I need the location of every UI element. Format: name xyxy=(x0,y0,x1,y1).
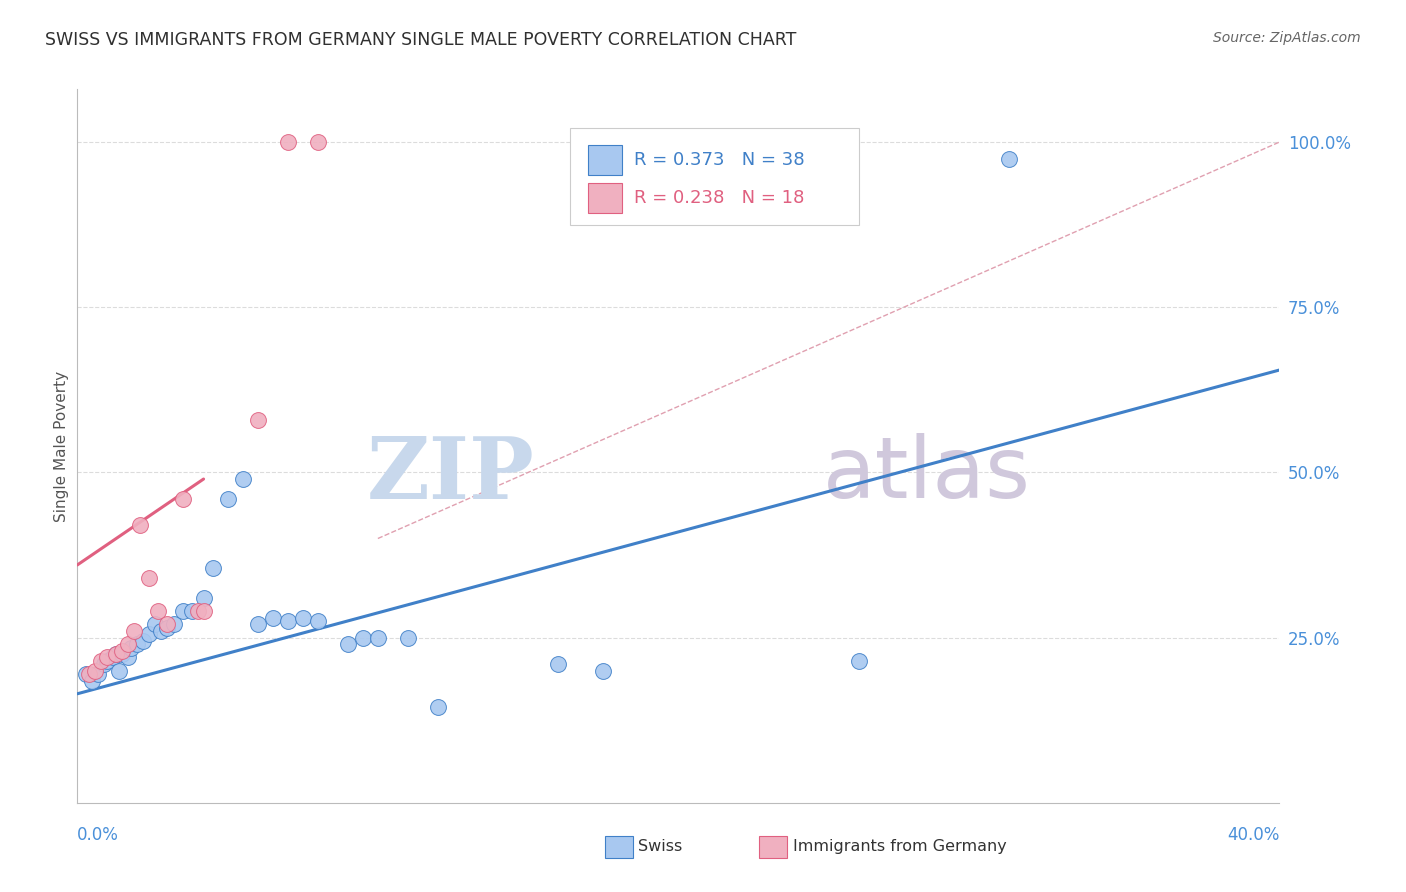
Point xyxy=(848,654,870,668)
Point xyxy=(547,657,569,671)
Point xyxy=(217,491,239,506)
Text: 0.0%: 0.0% xyxy=(77,826,120,844)
Point xyxy=(592,664,614,678)
Point xyxy=(93,657,115,671)
Point xyxy=(108,664,131,678)
Point xyxy=(277,614,299,628)
FancyBboxPatch shape xyxy=(571,128,859,225)
Point xyxy=(111,644,134,658)
Point xyxy=(193,591,215,605)
Point xyxy=(111,647,134,661)
Point xyxy=(75,667,97,681)
Point xyxy=(103,650,125,665)
Text: Swiss: Swiss xyxy=(638,839,682,854)
Point xyxy=(352,631,374,645)
Point xyxy=(96,654,118,668)
Point xyxy=(307,614,329,628)
Point xyxy=(87,667,110,681)
Point xyxy=(138,571,160,585)
Point xyxy=(82,673,104,688)
Point xyxy=(129,518,152,533)
Text: R = 0.373   N = 38: R = 0.373 N = 38 xyxy=(634,151,804,169)
Point xyxy=(150,624,173,638)
Point xyxy=(336,637,359,651)
Point xyxy=(172,491,194,506)
Text: SWISS VS IMMIGRANTS FROM GERMANY SINGLE MALE POVERTY CORRELATION CHART: SWISS VS IMMIGRANTS FROM GERMANY SINGLE … xyxy=(45,31,796,49)
Point xyxy=(90,654,112,668)
Y-axis label: Single Male Poverty: Single Male Poverty xyxy=(53,370,69,522)
Point xyxy=(105,647,128,661)
Point xyxy=(193,604,215,618)
Point xyxy=(79,667,101,681)
FancyBboxPatch shape xyxy=(588,145,621,175)
Point xyxy=(138,627,160,641)
Point xyxy=(105,647,128,661)
Point xyxy=(307,135,329,149)
Text: Immigrants from Germany: Immigrants from Germany xyxy=(793,839,1007,854)
Point xyxy=(156,617,179,632)
Point xyxy=(172,604,194,618)
Point xyxy=(145,617,167,632)
Point xyxy=(201,561,224,575)
Point xyxy=(277,135,299,149)
Point xyxy=(396,631,419,645)
FancyBboxPatch shape xyxy=(588,183,621,212)
Point xyxy=(148,604,170,618)
Text: 40.0%: 40.0% xyxy=(1227,826,1279,844)
Point xyxy=(117,650,139,665)
Point xyxy=(246,617,269,632)
Point xyxy=(117,637,139,651)
Point xyxy=(132,634,155,648)
Point xyxy=(127,637,149,651)
Point xyxy=(124,624,146,638)
Point xyxy=(180,604,202,618)
Text: ZIP: ZIP xyxy=(367,433,534,516)
Point xyxy=(96,650,118,665)
Text: R = 0.238   N = 18: R = 0.238 N = 18 xyxy=(634,189,804,207)
Point xyxy=(427,700,450,714)
Text: Source: ZipAtlas.com: Source: ZipAtlas.com xyxy=(1213,31,1361,45)
Point xyxy=(246,412,269,426)
Point xyxy=(84,664,107,678)
Point xyxy=(156,621,179,635)
Point xyxy=(367,631,389,645)
Text: atlas: atlas xyxy=(823,433,1031,516)
Point xyxy=(162,617,184,632)
Point xyxy=(187,604,209,618)
Point xyxy=(120,640,142,655)
Point xyxy=(232,472,254,486)
Point xyxy=(998,152,1021,166)
Point xyxy=(262,611,284,625)
Point xyxy=(291,611,314,625)
